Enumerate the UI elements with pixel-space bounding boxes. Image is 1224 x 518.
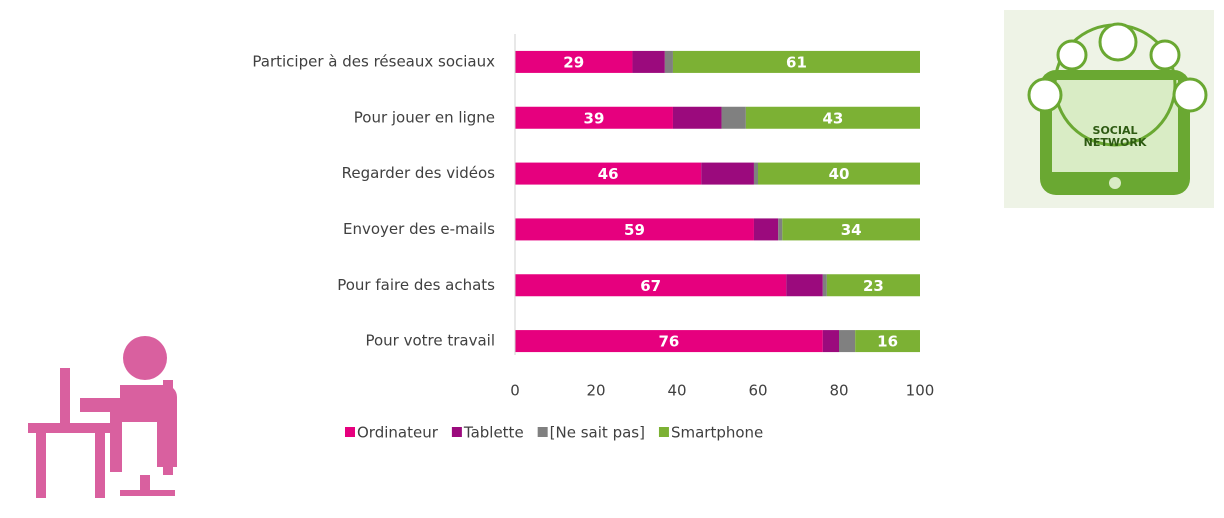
value-label: 46 (598, 165, 619, 183)
bar-segment (721, 106, 746, 129)
value-label: 43 (822, 109, 843, 127)
value-label: 29 (563, 53, 584, 71)
person-illustration (28, 336, 177, 498)
value-label: 67 (640, 277, 661, 295)
value-label: 59 (624, 221, 645, 239)
value-label: 34 (841, 221, 862, 239)
illustration-text: SOCIAL (1093, 124, 1138, 137)
legend-swatch (537, 427, 548, 437)
bar-segment (778, 218, 783, 241)
head (123, 336, 167, 380)
bar-segment (515, 218, 754, 241)
bar-segment (664, 50, 673, 73)
bar-segment (745, 106, 920, 129)
bar-segment (515, 274, 787, 297)
icon (1027, 77, 1063, 113)
value-label: 23 (863, 277, 884, 295)
y-tick-label: Envoyer des e-mails (343, 220, 495, 238)
bar-segment (822, 274, 827, 297)
legend-label: Smartphone (671, 424, 763, 442)
bar-segment (672, 106, 722, 129)
x-tick-label: 100 (906, 382, 935, 400)
y-tick-label: Regarder des vidéos (342, 164, 496, 182)
bar-segment (701, 162, 754, 185)
legend-label: Tablette (463, 424, 524, 442)
bar-segment (515, 106, 673, 129)
bar-segment (758, 162, 920, 185)
desk-leg (36, 433, 46, 498)
chair-back (163, 380, 173, 475)
bar-segment (515, 50, 633, 73)
x-tick-label: 20 (586, 382, 605, 400)
phone-button (1109, 177, 1121, 189)
y-tick-label: Participer à des réseaux sociaux (252, 52, 495, 70)
icon (1056, 39, 1088, 71)
monitor (60, 368, 70, 423)
value-label: 76 (658, 333, 679, 351)
bar-segment (782, 218, 920, 241)
bar-segment (515, 162, 702, 185)
y-tick-label: Pour faire des achats (337, 276, 495, 294)
icon (1172, 77, 1208, 113)
legend-label: [Ne sait pas] (550, 424, 645, 442)
bar-segment (822, 330, 839, 353)
icon (1149, 39, 1181, 71)
legend-swatch (451, 427, 462, 437)
bar-segment (672, 50, 920, 73)
legend-label: Ordinateur (357, 424, 439, 442)
legend-swatch (658, 427, 669, 437)
legend-swatch (345, 427, 355, 437)
illustration-text: NETWORK (1084, 136, 1147, 149)
value-label: 16 (877, 333, 898, 351)
desk (28, 423, 113, 433)
y-tick-label: Pour jouer en ligne (354, 108, 495, 126)
chair-post (140, 475, 150, 493)
chair-base (120, 490, 175, 496)
bar-segment (786, 274, 823, 297)
y-tick-label: Pour votre travail (365, 332, 495, 350)
x-tick-label: 80 (829, 382, 848, 400)
bar-segment (753, 162, 758, 185)
bar-segment (632, 50, 665, 73)
bar-segment (855, 330, 920, 353)
value-label: 61 (786, 53, 807, 71)
bar-segment (515, 330, 823, 353)
desk-leg (95, 433, 105, 498)
x-tick-label: 40 (667, 382, 686, 400)
body (80, 385, 177, 472)
bar-segment (753, 218, 779, 241)
bar-segment (839, 330, 856, 353)
social-network-illustration: SOCIAL NETWORK (1004, 10, 1214, 208)
icon (1098, 22, 1138, 62)
x-tick-label: 0 (510, 382, 520, 400)
value-label: 39 (584, 109, 605, 127)
x-tick-label: 60 (748, 382, 767, 400)
bar-segment (826, 274, 920, 297)
value-label: 40 (829, 165, 850, 183)
